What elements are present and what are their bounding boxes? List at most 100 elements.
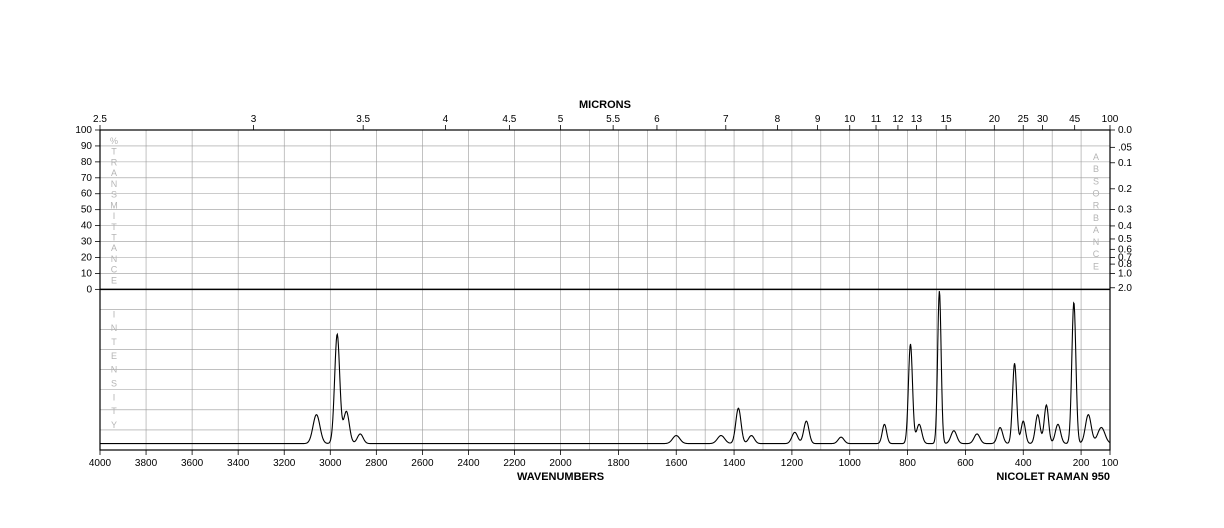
svg-text:E: E <box>111 351 117 361</box>
svg-text:4000: 4000 <box>89 458 112 469</box>
svg-text:R: R <box>111 157 118 167</box>
spectrum-trace <box>100 291 1110 443</box>
svg-text:Y: Y <box>111 420 117 430</box>
svg-text:30: 30 <box>1037 114 1049 125</box>
svg-text:400: 400 <box>1015 458 1032 469</box>
svg-text:E: E <box>111 275 117 285</box>
svg-text:N: N <box>111 179 118 189</box>
spectrum-chart: MICRONS2.533.544.555.5678910111213152025… <box>0 0 1224 528</box>
svg-text:0.1: 0.1 <box>1118 158 1132 169</box>
svg-text:3600: 3600 <box>181 458 204 469</box>
svg-text:M: M <box>110 200 118 210</box>
svg-text:N: N <box>111 254 118 264</box>
instrument-label: NICOLET RAMAN 950 <box>996 471 1110 483</box>
svg-text:N: N <box>1093 237 1100 247</box>
svg-text:25: 25 <box>1018 114 1030 125</box>
svg-text:20: 20 <box>81 252 93 263</box>
svg-text:T: T <box>111 406 117 416</box>
svg-text:15: 15 <box>941 114 953 125</box>
svg-text:3800: 3800 <box>135 458 158 469</box>
svg-text:1200: 1200 <box>781 458 804 469</box>
bottom-axis-title: WAVENUMBERS <box>517 471 604 483</box>
svg-text:600: 600 <box>957 458 974 469</box>
top-axis-title: MICRONS <box>579 99 631 111</box>
svg-text:B: B <box>1093 164 1099 174</box>
svg-text:.05: .05 <box>1118 142 1132 153</box>
svg-text:S: S <box>111 190 117 200</box>
svg-text:80: 80 <box>81 157 93 168</box>
svg-text:E: E <box>1093 261 1099 271</box>
svg-text:A: A <box>1093 152 1099 162</box>
svg-text:S: S <box>1093 176 1099 186</box>
svg-text:50: 50 <box>81 205 93 216</box>
svg-text:C: C <box>111 265 118 275</box>
svg-text:T: T <box>111 147 117 157</box>
svg-text:3.5: 3.5 <box>356 114 370 125</box>
svg-text:11: 11 <box>871 114 882 125</box>
svg-text:45: 45 <box>1069 114 1081 125</box>
svg-text:0.2: 0.2 <box>1118 184 1132 195</box>
left-upper-label: %TRANSMITTANCE <box>110 136 118 285</box>
svg-text:A: A <box>111 168 117 178</box>
svg-text:I: I <box>113 211 116 221</box>
svg-text:3400: 3400 <box>227 458 250 469</box>
svg-text:4.5: 4.5 <box>502 114 516 125</box>
svg-text:0.3: 0.3 <box>1118 204 1132 215</box>
svg-text:10: 10 <box>81 268 93 279</box>
svg-text:5.5: 5.5 <box>606 114 620 125</box>
svg-text:100: 100 <box>1102 114 1119 125</box>
svg-text:800: 800 <box>899 458 916 469</box>
svg-text:0.0: 0.0 <box>1118 125 1132 136</box>
svg-text:O: O <box>1092 188 1099 198</box>
svg-text:1600: 1600 <box>665 458 688 469</box>
svg-text:S: S <box>111 379 117 389</box>
svg-text:8: 8 <box>775 114 781 125</box>
right-upper-label: ABSORBANCE <box>1092 152 1099 271</box>
svg-text:9: 9 <box>815 114 821 125</box>
svg-text:3000: 3000 <box>319 458 342 469</box>
svg-text:2200: 2200 <box>503 458 526 469</box>
svg-text:2.5: 2.5 <box>93 114 107 125</box>
svg-text:N: N <box>111 365 118 375</box>
svg-text:5: 5 <box>558 114 564 125</box>
svg-text:30: 30 <box>81 237 93 248</box>
svg-text:1800: 1800 <box>607 458 630 469</box>
svg-text:100: 100 <box>1102 458 1119 469</box>
svg-text:70: 70 <box>81 173 93 184</box>
svg-text:13: 13 <box>911 114 923 125</box>
svg-text:2000: 2000 <box>549 458 572 469</box>
svg-text:T: T <box>111 337 117 347</box>
svg-text:10: 10 <box>844 114 856 125</box>
svg-text:A: A <box>1093 225 1099 235</box>
svg-text:200: 200 <box>1073 458 1090 469</box>
left-lower-label: INTENSITY <box>111 309 118 430</box>
svg-text:100: 100 <box>75 125 92 136</box>
svg-text:90: 90 <box>81 141 93 152</box>
svg-text:20: 20 <box>989 114 1001 125</box>
svg-text:B: B <box>1093 213 1099 223</box>
svg-text:1400: 1400 <box>723 458 746 469</box>
svg-text:3200: 3200 <box>273 458 296 469</box>
svg-text:I: I <box>113 392 116 402</box>
svg-text:2800: 2800 <box>365 458 388 469</box>
svg-text:2600: 2600 <box>411 458 434 469</box>
svg-text:6: 6 <box>654 114 660 125</box>
svg-text:4: 4 <box>443 114 449 125</box>
svg-text:40: 40 <box>81 221 93 232</box>
svg-text:2.0: 2.0 <box>1118 283 1132 294</box>
svg-text:T: T <box>111 222 117 232</box>
svg-text:0.4: 0.4 <box>1118 221 1132 232</box>
svg-text:3: 3 <box>251 114 257 125</box>
svg-text:2400: 2400 <box>457 458 480 469</box>
chart-container: MICRONS2.533.544.555.5678910111213152025… <box>0 0 1224 528</box>
svg-text:0: 0 <box>86 284 92 295</box>
svg-text:1000: 1000 <box>839 458 862 469</box>
svg-text:60: 60 <box>81 189 93 200</box>
svg-text:R: R <box>1093 201 1100 211</box>
svg-text:A: A <box>111 243 117 253</box>
svg-text:C: C <box>1093 249 1100 259</box>
svg-text:7: 7 <box>723 114 729 125</box>
svg-text:T: T <box>111 232 117 242</box>
svg-text:I: I <box>113 309 116 319</box>
svg-text:%: % <box>110 136 118 146</box>
